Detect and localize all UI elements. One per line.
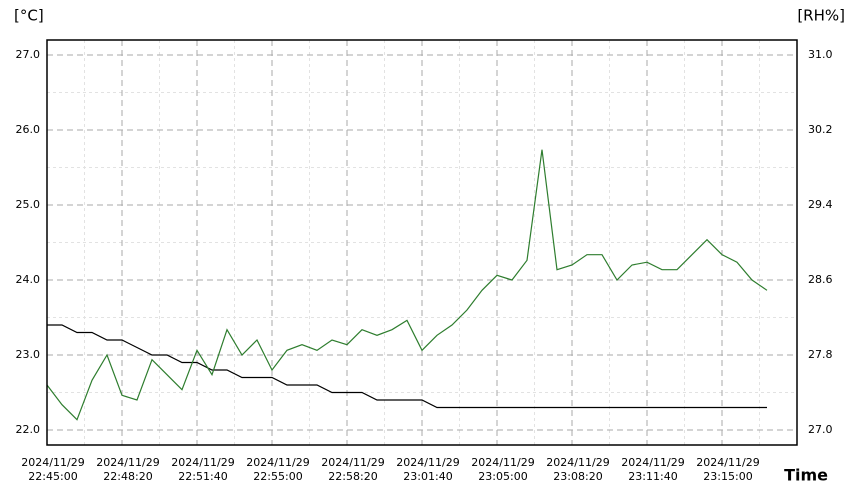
- y-tick-label: 23.0: [16, 348, 41, 361]
- y2-tick-label: 27.8: [808, 348, 833, 361]
- x-tick-label: 2024/11/29 23:11:40: [621, 456, 685, 483]
- x-tick-label: 2024/11/29 22:55:00: [246, 456, 310, 483]
- y-axis-label: [°C]: [14, 7, 44, 25]
- y-tick-label: 27.0: [16, 48, 41, 61]
- x-tick-label: 2024/11/29 22:51:40: [171, 456, 235, 483]
- y-tick-label: 26.0: [16, 123, 41, 136]
- y2-tick-label: 31.0: [808, 48, 833, 61]
- x-tick-label: 2024/11/29 23:08:20: [546, 456, 610, 483]
- x-tick-label: 2024/11/29 22:58:20: [321, 456, 385, 483]
- x-tick-label: 2024/11/29 22:48:20: [96, 456, 160, 483]
- x-tick-label: 2024/11/29 22:45:00: [21, 456, 85, 483]
- x-tick-label: 2024/11/29 23:05:00: [471, 456, 535, 483]
- x-axis-label: Time: [784, 466, 828, 485]
- x-tick-label: 2024/11/29 23:15:00: [696, 456, 760, 483]
- plot-frame: [46, 39, 798, 446]
- y2-tick-label: 30.2: [808, 123, 833, 136]
- y-tick-label: 25.0: [16, 198, 41, 211]
- y2-tick-label: 27.0: [808, 423, 833, 436]
- series-line: [46, 149, 768, 421]
- y2-tick-label: 29.4: [808, 198, 833, 211]
- series-line: [47, 324, 767, 409]
- y-tick-label: 24.0: [16, 273, 41, 286]
- x-tick-label: 2024/11/29 23:01:40: [396, 456, 460, 483]
- y2-axis-label: [RH%]: [797, 7, 845, 25]
- y-tick-label: 22.0: [16, 423, 41, 436]
- y2-tick-label: 28.6: [808, 273, 833, 286]
